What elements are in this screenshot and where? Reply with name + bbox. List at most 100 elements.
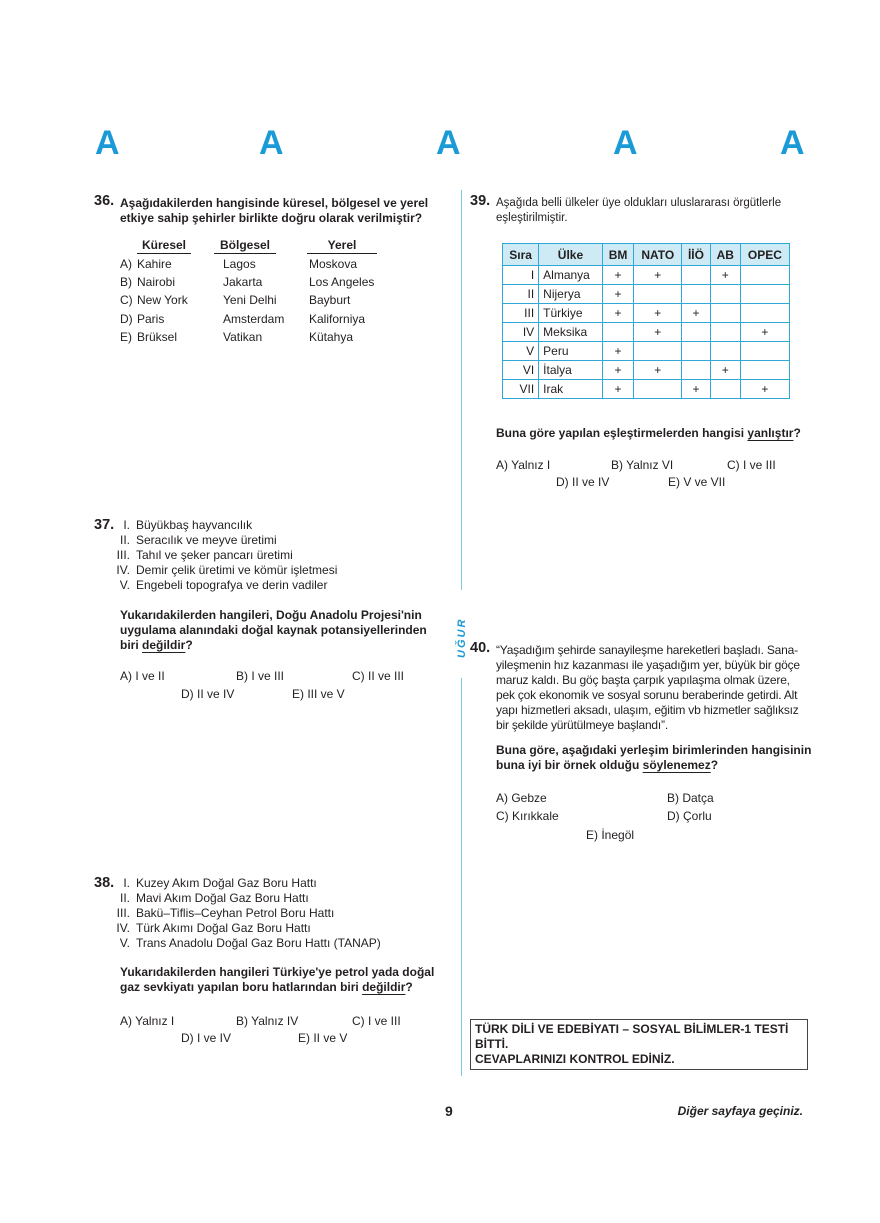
option-a[interactable]: A) Yalnız I [496, 458, 551, 472]
list-item: I. Kuzey Akım Doğal Gaz Boru Hattı [108, 876, 381, 891]
table-cell [681, 284, 711, 304]
question-text: Yukarıdakilerden hangileri, Doğu Anadolu… [120, 608, 427, 652]
table-cell [739, 341, 791, 361]
option-cell: Kütahya [309, 329, 354, 344]
item-text: Mavi Akım Doğal Gaz Boru Hattı [136, 891, 309, 905]
option-letter[interactable]: D) [120, 311, 133, 326]
publisher-label: UĞUR [456, 617, 468, 659]
option-cell: Kaliforniya [309, 311, 366, 326]
passage-line: yapı hizmetleri aksadı, ulaşım, eğitim v… [496, 703, 799, 717]
table-row: V Peru + [501, 341, 791, 361]
table-cell [739, 360, 791, 380]
option-letter[interactable]: B) [120, 275, 132, 290]
booklet-letter: A [613, 124, 638, 162]
option-b[interactable]: B) Yalnız IV [236, 1014, 299, 1028]
option-e[interactable]: E) V ve VII [668, 475, 726, 489]
question-text: Yukarıdakilerden hangileri Türkiye'ye pe… [120, 965, 435, 994]
option-e[interactable]: E) III ve V [292, 687, 345, 701]
option-d[interactable]: D) II ve IV [181, 687, 235, 701]
option-cell: Yeni Delhi [223, 293, 277, 308]
page-number: 9 [445, 1103, 453, 1119]
table-cell [709, 303, 741, 323]
item-numeral: V. [119, 936, 130, 950]
item-list: I. Kuzey Akım Doğal Gaz Boru Hattı II. Mavi… [108, 876, 381, 951]
option-cell: Vatikan [223, 329, 263, 344]
item-text: Büyükbaş hayvancılık [136, 518, 253, 532]
option-cell: Moskova [309, 257, 358, 271]
table-cell: I [501, 265, 540, 285]
table-row: VII Irak + + + [501, 379, 791, 399]
table-cell: III [501, 303, 540, 323]
option-cell: New York [137, 293, 188, 308]
option-letter[interactable]: C) [120, 293, 133, 308]
table-cell [681, 360, 711, 380]
item-numeral: IV. [116, 563, 130, 577]
option-c[interactable]: C) I ve III [352, 1014, 401, 1028]
table-cell: Meksika [538, 322, 603, 342]
table-cell: + [601, 379, 635, 399]
booklet-letter: A [259, 124, 284, 162]
table-cell: + [681, 303, 711, 323]
item-numeral: II. [119, 891, 130, 905]
table-cell [739, 303, 791, 323]
column-header: Yerel [307, 238, 377, 254]
item-text: Tahıl ve şeker pancarı üretimi [136, 548, 293, 562]
table-row: III Türkiye + + + [501, 303, 791, 323]
passage-line: maruz kaldı. Bu göç başta çarpık yapılaş… [496, 673, 790, 687]
option-e[interactable]: E) İnegöl [586, 828, 635, 842]
table-cell [739, 284, 791, 304]
option-c[interactable]: C) I ve III [727, 458, 776, 472]
question-number: 39. [470, 193, 491, 209]
option-d[interactable]: D) Çorlu [667, 809, 712, 823]
item-numeral: III. [116, 548, 130, 562]
option-a[interactable]: A) Gebze [496, 791, 547, 805]
table-cell: + [601, 265, 635, 285]
option-d[interactable]: D) I ve IV [181, 1031, 232, 1045]
table-header: İİÖ [681, 243, 711, 266]
column-header: Küresel [137, 238, 191, 254]
table-cell: II [501, 284, 540, 304]
option-letter[interactable]: E) [120, 329, 132, 344]
list-item: IV. Demir çelik üretimi ve kömür işletmes… [108, 563, 337, 578]
option-d[interactable]: D) II ve IV [556, 475, 610, 489]
table-cell [681, 341, 711, 361]
item-text: Engebeli topografya ve derin vadiler [136, 578, 328, 592]
option-cell: Lagos [223, 257, 256, 271]
table-cell: IV [501, 322, 540, 342]
item-numeral: I. [123, 876, 130, 890]
option-cell: Jakarta [223, 275, 263, 290]
item-text: Türk Akımı Doğal Gaz Boru Hattı [136, 921, 311, 935]
option-c[interactable]: C) Kırıkkale [496, 809, 559, 823]
item-numeral: II. [119, 533, 130, 547]
option-b[interactable]: B) Yalnız VI [611, 458, 674, 472]
item-text: Kuzey Akım Doğal Gaz Boru Hattı [136, 876, 317, 890]
table-cell [739, 265, 791, 285]
option-a[interactable]: A) Yalnız I [120, 1014, 175, 1028]
table-cell [709, 322, 741, 342]
option-cell: Amsterdam [223, 311, 285, 326]
question-number: 36. [94, 193, 115, 209]
option-b[interactable]: B) Datça [667, 791, 714, 805]
option-e[interactable]: E) II ve V [298, 1031, 348, 1045]
next-page-note: Diğer sayfaya geçiniz. [677, 1104, 803, 1118]
list-item: I. Büyükbaş hayvancılık [108, 518, 337, 533]
option-b[interactable]: B) I ve III [236, 669, 285, 683]
passage-line: bir şekilde yürütülmeye başlandı”. [496, 718, 668, 732]
option-cell: Bayburt [309, 293, 351, 308]
table-cell: + [681, 379, 711, 399]
option-a[interactable]: A) I ve II [120, 669, 165, 683]
table-header: Ülke [538, 243, 603, 266]
passage-line: yileşmenin hız kazanması ile yaşadığım y… [496, 658, 800, 672]
item-numeral: V. [119, 578, 130, 592]
table-cell: + [739, 379, 791, 399]
item-text: Demir çelik üretimi ve kömür işletmesi [136, 563, 338, 577]
list-item: V. Engebeli topografya ve derin vadiler [108, 578, 337, 593]
option-c[interactable]: C) II ve III [352, 669, 405, 683]
item-numeral: III. [116, 906, 130, 920]
table-cell [633, 379, 683, 399]
table-cell: + [709, 265, 741, 285]
option-letter[interactable]: A) [120, 257, 132, 271]
question-number: 40. [470, 640, 491, 656]
option-cell: Kahire [137, 257, 172, 271]
